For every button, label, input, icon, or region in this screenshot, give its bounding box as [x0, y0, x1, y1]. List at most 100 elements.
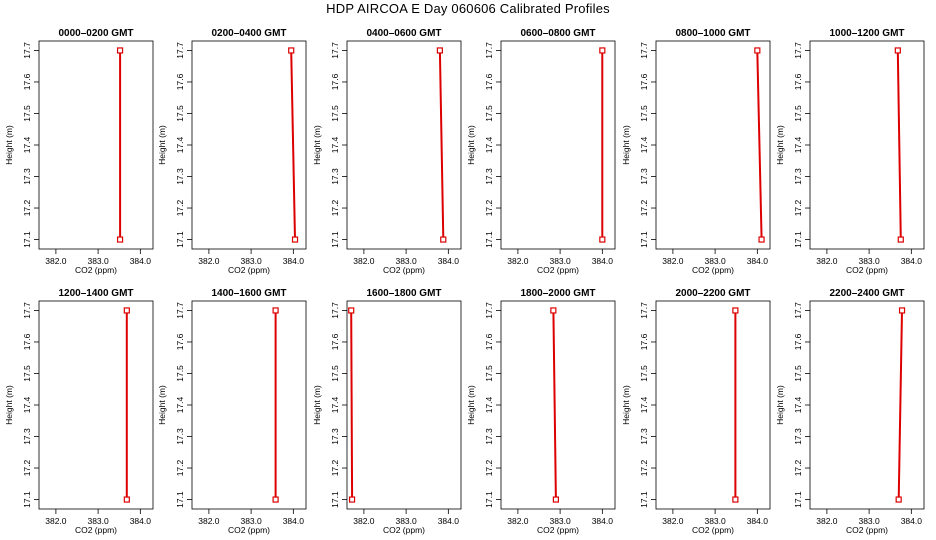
data-point [272, 496, 279, 503]
x-axis-label: CO2 (ppm) [537, 525, 579, 535]
x-tick-label: 384.0 [283, 256, 305, 266]
panel-title: 1200–1400 GMT [58, 288, 133, 299]
x-axis-label: CO2 (ppm) [228, 265, 270, 275]
profile-line [438, 50, 445, 240]
x-tick-label: 382.0 [507, 256, 529, 266]
y-axis-label: Height (m) [157, 385, 167, 425]
y-tick-label: 17.4 [22, 396, 32, 413]
y-tick-label: 17.7 [330, 302, 340, 319]
y-tick-label: 17.6 [22, 333, 32, 350]
profile-panel-7: 1200–1400 GMT 382.0 383.0 384.0 CO2 (ppm) 17.… [4, 288, 154, 535]
x-tick-label: 384.0 [130, 516, 152, 526]
y-axis-label: Height (m) [157, 125, 167, 165]
x-axis-label: CO2 (ppm) [846, 525, 888, 535]
x-tick-label: 382.0 [353, 256, 375, 266]
panel-title: 2000–2200 GMT [675, 288, 750, 299]
y-axis-label: Height (m) [312, 125, 322, 165]
y-tick-label: 17.6 [639, 73, 649, 90]
y-tick-label: 17.6 [484, 333, 494, 350]
y-tick-label: 17.2 [330, 199, 340, 216]
y-tick-label: 17.6 [484, 73, 494, 90]
y-tick-label: 17.3 [793, 168, 803, 185]
y-tick-label: 17.7 [175, 302, 185, 319]
y-tick-label: 17.6 [793, 333, 803, 350]
y-tick-label: 17.1 [22, 231, 32, 248]
data-point [123, 307, 130, 314]
x-tick-label: 383.0 [240, 256, 262, 266]
profile-panel-9: 1600–1800 GMT 382.0 383.0 384.0 CO2 (ppm) 17.… [312, 288, 462, 535]
y-tick-label: 17.7 [22, 302, 32, 319]
panel-title: 1000–1200 GMT [829, 28, 904, 39]
y-tick-label: 17.2 [330, 459, 340, 476]
x-axis-label: CO2 (ppm) [537, 265, 579, 275]
y-tick-label: 17.5 [330, 105, 340, 122]
profile-panel-11: 2000–2200 GMT 382.0 383.0 384.0 CO2 (ppm) 17.… [621, 288, 771, 535]
profile-line [552, 310, 557, 500]
x-axis-label: CO2 (ppm) [692, 525, 734, 535]
y-tick-label: 17.2 [22, 199, 32, 216]
x-tick-label: 382.0 [507, 516, 529, 526]
y-tick-label: 17.6 [175, 73, 185, 90]
x-tick-label: 382.0 [45, 516, 67, 526]
y-tick-label: 17.2 [639, 199, 649, 216]
y-axis-label: Height (m) [466, 385, 476, 425]
profile-line [756, 50, 763, 240]
y-tick-label: 17.7 [793, 42, 803, 59]
y-tick-label: 17.2 [793, 459, 803, 476]
y-tick-label: 17.2 [175, 199, 185, 216]
y-tick-label: 17.5 [484, 105, 494, 122]
profile-panel-2: 0200–0400 GMT 382.0 383.0 384.0 CO2 (ppm) 17.… [157, 28, 307, 275]
x-tick-label: 383.0 [87, 516, 109, 526]
x-tick-label: 384.0 [747, 256, 769, 266]
plot-frame [500, 40, 616, 250]
y-tick-label: 17.5 [484, 365, 494, 382]
data-point [348, 496, 356, 503]
y-tick-label: 17.6 [330, 73, 340, 90]
y-tick-label: 17.5 [22, 105, 32, 122]
x-tick-label: 384.0 [438, 516, 460, 526]
data-point [897, 236, 904, 243]
y-tick-label: 17.3 [330, 168, 340, 185]
y-tick-label: 17.5 [330, 365, 340, 382]
data-point [550, 307, 557, 314]
plot-frame [346, 300, 462, 510]
y-axis-label: Height (m) [621, 385, 631, 425]
x-tick-label: 383.0 [549, 516, 571, 526]
plot-frame [655, 300, 771, 510]
plot-frame [191, 300, 307, 510]
y-tick-label: 17.7 [484, 302, 494, 319]
data-point [116, 47, 124, 54]
y-tick-label: 17.2 [484, 199, 494, 216]
y-tick-label: 17.1 [793, 231, 803, 248]
y-tick-label: 17.1 [484, 491, 494, 508]
y-tick-label: 17.4 [484, 136, 494, 153]
y-tick-label: 17.3 [793, 428, 803, 445]
y-tick-label: 17.7 [175, 42, 185, 59]
x-axis-label: CO2 (ppm) [75, 525, 117, 535]
y-tick-label: 17.2 [175, 459, 185, 476]
profile-panel-8: 1400–1600 GMT 382.0 383.0 384.0 CO2 (ppm) 17.… [157, 288, 307, 535]
x-tick-label: 384.0 [747, 516, 769, 526]
y-tick-label: 17.3 [639, 168, 649, 185]
x-tick-label: 383.0 [549, 256, 571, 266]
y-tick-label: 17.4 [639, 396, 649, 413]
y-tick-label: 17.1 [175, 491, 185, 508]
profile-line [350, 310, 354, 500]
panel-title: 0600–0800 GMT [520, 28, 595, 39]
y-tick-label: 17.5 [175, 365, 185, 382]
x-tick-label: 384.0 [592, 256, 614, 266]
y-tick-label: 17.5 [639, 365, 649, 382]
x-tick-label: 382.0 [198, 516, 220, 526]
figure-title: HDP AIRCOA E Day 060606 Calibrated Profi… [326, 1, 610, 16]
plot-frame [38, 40, 154, 250]
y-tick-label: 17.5 [175, 105, 185, 122]
x-tick-label: 383.0 [704, 256, 726, 266]
y-tick-label: 17.1 [793, 491, 803, 508]
y-tick-label: 17.6 [175, 333, 185, 350]
y-tick-label: 17.1 [484, 231, 494, 248]
profile-panel-3: 0400–0600 GMT 382.0 383.0 384.0 CO2 (ppm) 17.… [312, 28, 462, 275]
profile-panel-4: 0600–0800 GMT 382.0 383.0 384.0 CO2 (ppm) 17.… [466, 28, 616, 275]
y-tick-label: 17.6 [22, 73, 32, 90]
y-tick-label: 17.2 [793, 199, 803, 216]
